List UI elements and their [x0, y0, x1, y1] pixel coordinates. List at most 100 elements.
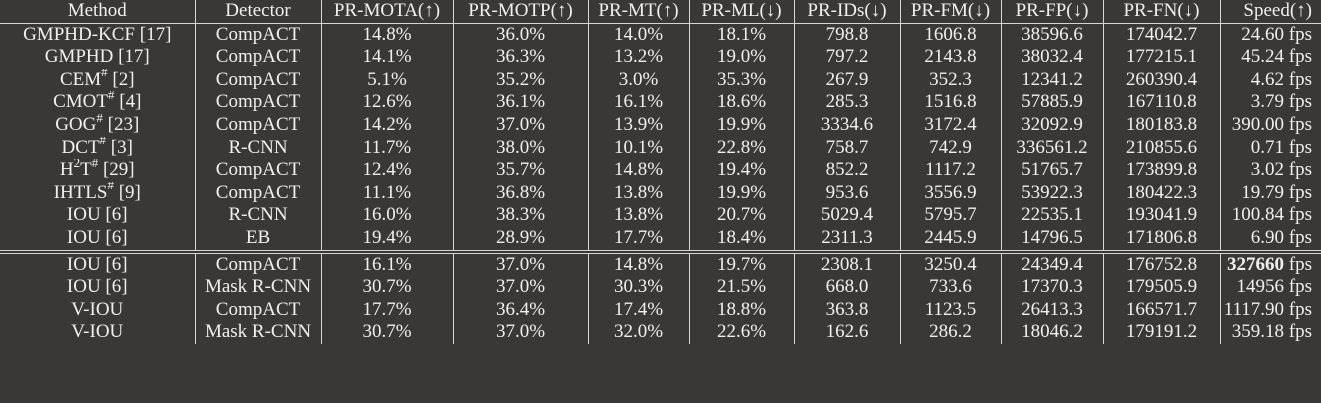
cell-fp: 38032.4	[1001, 46, 1104, 69]
cell-mota: 17.7%	[321, 298, 454, 322]
cell-speed: 19.79 fps	[1241, 181, 1312, 203]
cell-motp: 37.0%	[453, 276, 589, 299]
header-row: Method Detector PR-MOTA(↑) PR-MOTP(↑) PR…	[0, 0, 1321, 24]
cell-ml: 35.3%	[689, 68, 795, 92]
table-group-baselines: GMPHD-KCF [17] CompACT 14.8% 36.0% 14.0%…	[0, 23, 1321, 252]
cell-fp: 22535.1	[1001, 204, 1104, 227]
cell-fm: 2143.8	[900, 46, 1002, 69]
cell-fn: 260390.4	[1103, 68, 1221, 92]
cell-mota: 16.0%	[321, 204, 454, 227]
cell-ml: 18.6%	[689, 91, 795, 114]
cell-ml: 22.8%	[689, 136, 795, 160]
cell-mt: 10.1%	[588, 136, 690, 160]
cell-fm: 3172.4	[900, 113, 1002, 137]
cell-detector: CompACT	[195, 91, 322, 114]
cell-motp: 37.0%	[453, 113, 589, 137]
cell-fp: 17370.3	[1001, 276, 1104, 299]
cell-fm: 286.2	[900, 321, 1002, 344]
cell-motp: 36.1%	[453, 91, 589, 114]
cell-method: GMPHD-KCF [17]	[0, 23, 196, 47]
cell-ml: 19.4%	[689, 159, 795, 182]
cell-fp: 57885.9	[1001, 91, 1104, 114]
cell-fp: 53922.3	[1001, 181, 1104, 205]
cell-mota: 30.7%	[321, 276, 454, 299]
cell-fn: 179505.9	[1103, 276, 1221, 299]
cell-ml: 19.0%	[689, 46, 795, 69]
speed-value: 327660	[1227, 253, 1285, 275]
cell-mt: 13.9%	[588, 113, 690, 137]
cell-fp: 14796.5	[1001, 226, 1104, 252]
cell-mota: 11.1%	[321, 181, 454, 205]
cell-detector: CompACT	[195, 68, 322, 92]
cell-detector: CompACT	[195, 113, 322, 137]
cell-mt: 30.3%	[588, 276, 690, 299]
table-row: CEM# [2] CompACT 5.1% 35.2% 3.0% 35.3% 2…	[0, 68, 1321, 92]
cell-method: H2T# [29]	[0, 159, 196, 182]
cell-ml: 21.5%	[689, 276, 795, 299]
cell-speed: 24.60 fps	[1241, 23, 1312, 45]
cell-mt: 13.8%	[588, 181, 690, 205]
cell-mota: 12.6%	[321, 91, 454, 114]
table-group-proposed: IOU [6] CompACT 16.1% 37.0% 14.8% 19.7% …	[0, 249, 1321, 344]
cell-fm: 3556.9	[900, 181, 1002, 205]
header-fn: PR-FN(↓)	[1103, 0, 1221, 24]
table-row: IOU [6] Mask R-CNN 30.7% 37.0% 30.3% 21.…	[0, 276, 1321, 299]
table-row: H2T# [29] CompACT 12.4% 35.7% 14.8% 19.4…	[0, 159, 1321, 182]
method-ref: [4]	[114, 91, 142, 113]
cell-fm: 2445.9	[900, 226, 1002, 252]
cell-ids: 267.9	[794, 68, 901, 92]
header-ml: PR-ML(↓)	[689, 0, 795, 24]
cell-ids: 285.3	[794, 91, 901, 114]
cell-fn: 166571.7	[1103, 298, 1221, 322]
cell-method: CMOT# [4]	[0, 91, 196, 114]
cell-detector: CompACT	[195, 159, 322, 182]
cell-fn: 210855.6	[1103, 136, 1221, 160]
cell-mota: 30.7%	[321, 321, 454, 344]
cell-fn: 180183.8	[1103, 113, 1221, 137]
cell-method: V-IOU	[0, 321, 196, 344]
cell-ids: 797.2	[794, 46, 901, 69]
method-superscript: #	[99, 136, 107, 148]
cell-method: IOU [6]	[0, 249, 196, 277]
cell-mt: 3.0%	[588, 68, 690, 92]
cell-speed: 14956 fps	[1236, 276, 1312, 298]
cell-mt: 14.8%	[588, 159, 690, 182]
header-ids: PR-IDs(↓)	[794, 0, 901, 24]
cell-fm: 352.3	[900, 68, 1002, 92]
cell-fm: 1606.8	[900, 23, 1002, 47]
cell-motp: 36.0%	[453, 23, 589, 47]
cell-fp: 26413.3	[1001, 298, 1104, 322]
cell-detector: R-CNN	[195, 204, 322, 227]
cell-mt: 17.4%	[588, 298, 690, 322]
cell-mt: 16.1%	[588, 91, 690, 114]
cell-fn: 167110.8	[1103, 91, 1221, 114]
cell-ids: 953.6	[794, 181, 901, 205]
cell-mt: 13.2%	[588, 46, 690, 69]
cell-fn: 180422.3	[1103, 181, 1221, 205]
cell-ids: 852.2	[794, 159, 901, 182]
cell-speed: 1117.90 fps	[1223, 298, 1312, 320]
cell-mota: 14.8%	[321, 23, 454, 47]
method-name: GOG	[55, 113, 97, 135]
cell-motp: 28.9%	[453, 226, 589, 252]
cell-ids: 5029.4	[794, 204, 901, 227]
table-row: GMPHD-KCF [17] CompACT 14.8% 36.0% 14.0%…	[0, 23, 1321, 47]
cell-method: IOU [6]	[0, 276, 196, 299]
cell-motp: 37.0%	[453, 249, 589, 277]
cell-method: CEM# [2]	[0, 68, 196, 92]
cell-detector: CompACT	[195, 249, 322, 277]
cell-fm: 742.9	[900, 136, 1002, 160]
cell-detector: CompACT	[195, 23, 322, 47]
header-mota: PR-MOTA(↑)	[321, 0, 454, 24]
cell-ml: 20.7%	[689, 204, 795, 227]
cell-fp: 12341.2	[1001, 68, 1104, 92]
method-superscript: #	[96, 113, 103, 125]
method-name: IHTLS	[53, 181, 108, 203]
cell-fm: 1123.5	[900, 298, 1002, 322]
method-name: CEM	[59, 68, 102, 90]
cell-method: IOU [6]	[0, 204, 196, 227]
cell-detector: CompACT	[195, 298, 322, 322]
cell-mt: 32.0%	[588, 321, 690, 344]
cell-speed: 3.02 fps	[1250, 159, 1312, 181]
cell-ids: 798.8	[794, 23, 901, 47]
